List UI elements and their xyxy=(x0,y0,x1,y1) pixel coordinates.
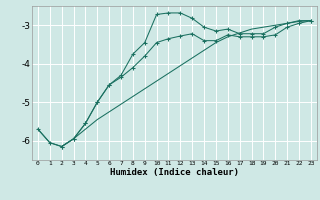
X-axis label: Humidex (Indice chaleur): Humidex (Indice chaleur) xyxy=(110,168,239,177)
